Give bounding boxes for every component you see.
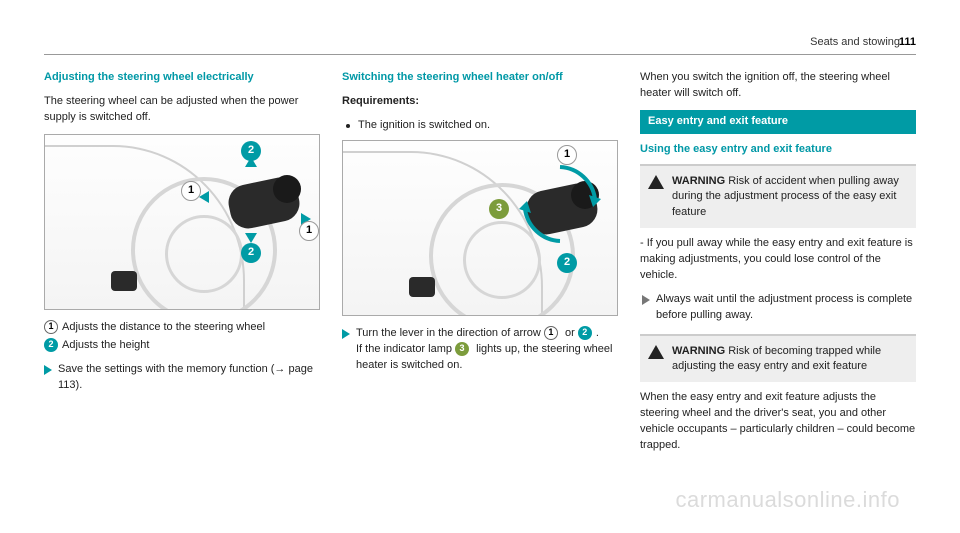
memory-switch-icon	[111, 271, 137, 291]
warning-triangle-icon	[648, 175, 664, 189]
watermark: carmanualsonline.info	[675, 487, 900, 513]
warning-box-1: WARNING Risk of accident when pulling aw…	[640, 164, 916, 228]
legend-num-2: 2	[44, 338, 58, 352]
requirements-head: Requirements:	[342, 94, 618, 110]
heater-step-1: Turn the lever in the direction of arrow…	[342, 326, 618, 374]
header-page-number: 111	[899, 36, 916, 48]
inline-num-1: 1	[544, 326, 558, 340]
warning2-head: WARNING Risk of becoming trapped while a…	[672, 344, 908, 375]
callout-1b: 1	[299, 221, 319, 241]
header-section: Seats and stowing	[810, 36, 900, 48]
inline-num-3: 3	[455, 342, 469, 356]
callout-1a: 1	[181, 181, 201, 201]
callout-h2: 2	[557, 253, 577, 273]
rotate-arrows-icon	[515, 159, 605, 249]
heater-step1-text: Turn the lever in the direction of arrow…	[356, 326, 618, 374]
warning2-body: When the easy entry and exit feature adj…	[640, 390, 916, 454]
arrow-down-icon	[245, 233, 257, 243]
step-marker-icon	[44, 365, 52, 375]
header-rule	[44, 54, 916, 55]
req1-text: The ignition is switched on.	[358, 118, 490, 134]
page: Seats and stowing 111 Adjusting the stee…	[0, 0, 960, 533]
warning-triangle-icon-2	[648, 345, 664, 359]
legend-1: 1 Adjusts the distance to the steering w…	[44, 320, 320, 336]
col2-title: Switching the steering wheel heater on/o…	[342, 70, 618, 86]
steering-wheel-inner	[165, 215, 243, 293]
callout-h3: 3	[489, 199, 509, 219]
legend-2: 2 Adjusts the height	[44, 338, 320, 354]
bullet-icon	[346, 124, 350, 128]
warning1-action-row: Always wait until the adjustment process…	[640, 292, 916, 324]
adjust-stalk-tip	[273, 175, 301, 203]
legend-num-1: 1	[44, 320, 58, 334]
content-columns: Adjusting the steering wheel electricall…	[44, 70, 916, 462]
illustration-steering-adjust: 2 2 1 1	[44, 134, 320, 310]
legend-2-text: Adjusts the height	[62, 338, 320, 354]
col3-top: When you switch the ignition off, the st…	[640, 70, 916, 102]
column-2: Switching the steering wheel heater on/o…	[342, 70, 618, 462]
save-text: Save the settings with the memory functi…	[58, 362, 320, 394]
col1-title: Adjusting the steering wheel electricall…	[44, 70, 320, 86]
warning1-body: ‑ If you pull away while the easy entry …	[640, 236, 916, 284]
action-marker-icon	[642, 295, 650, 305]
memory-switch-icon-2	[409, 277, 435, 297]
column-1: Adjusting the steering wheel electricall…	[44, 70, 320, 462]
warning-box-2: WARNING Risk of becoming trapped while a…	[640, 334, 916, 383]
illustration-heater: 1 2 3	[342, 140, 618, 316]
legend-1-text: Adjusts the distance to the steering whe…	[62, 320, 320, 336]
requirement-1: The ignition is switched on.	[342, 118, 618, 134]
column-3: When you switch the ignition off, the st…	[640, 70, 916, 462]
inline-num-2: 2	[578, 326, 592, 340]
warning1-action: Always wait until the adjustment process…	[656, 292, 916, 324]
warning1-head: WARNING Risk of accident when pulling aw…	[672, 174, 908, 220]
callout-2b: 2	[241, 243, 261, 263]
step-marker-icon-2	[342, 329, 350, 339]
col1-intro: The steering wheel can be adjusted when …	[44, 94, 320, 126]
callout-h1: 1	[557, 145, 577, 165]
section-bar: Easy entry and exit feature	[640, 110, 916, 134]
col3-subhead: Using the easy entry and exit feature	[640, 142, 916, 158]
save-step: Save the settings with the memory functi…	[44, 362, 320, 394]
callout-2a: 2	[241, 141, 261, 161]
